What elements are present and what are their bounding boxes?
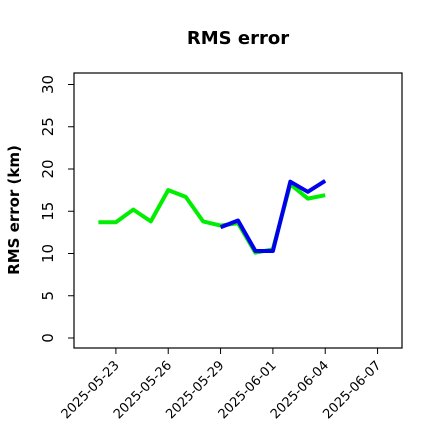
y-axis-label: RMS error (km) [5, 145, 23, 275]
y-tick-label: 30 [39, 75, 57, 94]
plot-frame [73, 72, 403, 349]
series-line-green [98, 182, 326, 255]
series-layer [98, 179, 327, 255]
y-tick-label: 20 [39, 159, 57, 178]
chart-title: RMS error [187, 28, 289, 49]
x-axis: 2025-05-232025-05-262025-05-292025-06-01… [59, 348, 384, 422]
y-axis: 0 5 10 15 20 25 30 [39, 75, 74, 343]
y-tick-label: 5 [39, 291, 57, 301]
series-line-blue [219, 179, 327, 253]
y-tick-label: 25 [39, 117, 57, 136]
y-tick-label: 15 [39, 202, 57, 221]
y-tick-label: 0 [39, 333, 57, 343]
y-tick-label: 10 [39, 244, 57, 263]
